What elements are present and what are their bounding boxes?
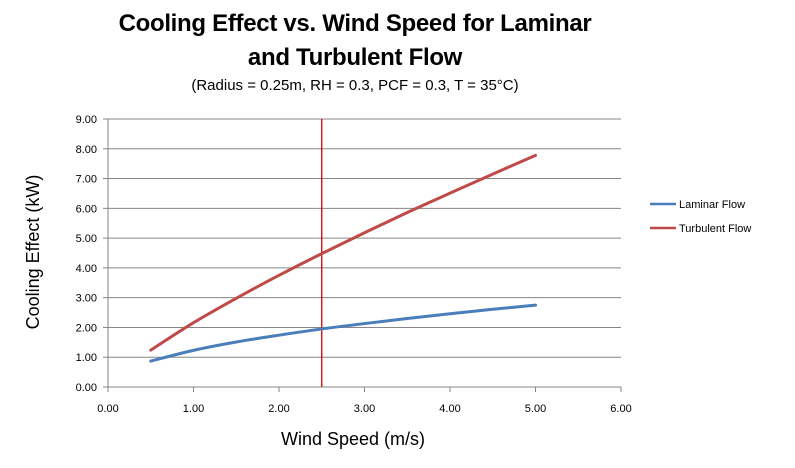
- series-line-laminar-flow: [149, 303, 537, 363]
- y-tick-label: 4.00: [76, 263, 97, 275]
- y-tick-label: 0.00: [76, 382, 97, 394]
- x-tick-labels: 0.00 1.00 2.00 3.00 4.00 5.00 6.00: [97, 403, 631, 415]
- x-tick-label: 0.00: [97, 403, 118, 415]
- y-axis-title: Cooling Effect (kW): [23, 175, 43, 330]
- axes: [103, 118, 622, 392]
- y-tick-label: 5.00: [76, 233, 97, 245]
- series-line-turbulent-flow: [149, 153, 537, 352]
- y-tick-label: 6.00: [76, 203, 97, 215]
- x-tick-label: 1.00: [183, 403, 204, 415]
- legend-item-laminar-flow: Laminar Flow: [650, 199, 745, 211]
- x-tick-label: 6.00: [610, 403, 631, 415]
- chart-title-line-2: and Turbulent Flow: [247, 44, 463, 71]
- x-tick-label: 4.00: [439, 403, 460, 415]
- y-tick-label: 9.00: [76, 114, 97, 126]
- gridlines: [108, 118, 621, 358]
- y-tick-label: 1.00: [76, 352, 97, 364]
- y-tick-labels: 0.00 1.00 2.00 3.00 4.00 5.00 6.00 7.00 8.00 9.00: [76, 114, 97, 394]
- y-tick-label: 7.00: [76, 174, 97, 186]
- legend-label: Laminar Flow: [679, 199, 745, 211]
- chart-title-line-1: Cooling Effect vs. Wind Speed for Lamina…: [118, 10, 592, 37]
- legend-item-turbulent-flow: Turbulent Flow: [650, 223, 751, 235]
- y-tick-label: 3.00: [76, 293, 97, 305]
- series-lines: [149, 153, 537, 363]
- y-tick-label: 2.00: [76, 322, 97, 334]
- legend-label: Turbulent Flow: [679, 223, 751, 235]
- y-tick-label: 8.00: [76, 144, 97, 156]
- legend: Laminar Flow Turbulent Flow: [650, 199, 751, 235]
- x-axis-title: Wind Speed (m/s): [281, 429, 425, 449]
- x-tick-label: 2.00: [268, 403, 289, 415]
- x-tick-label: 5.00: [525, 403, 546, 415]
- chart-subtitle: (Radius = 0.25m, RH = 0.3, PCF = 0.3, T …: [191, 77, 519, 94]
- x-tick-label: 3.00: [354, 403, 375, 415]
